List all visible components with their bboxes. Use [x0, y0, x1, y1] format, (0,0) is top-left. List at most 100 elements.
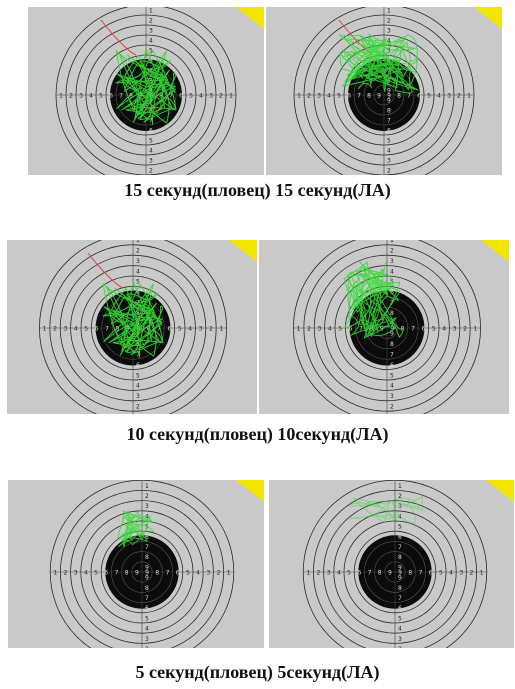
ring-number: 3	[387, 28, 391, 35]
ring-number: 5	[387, 138, 391, 145]
ring-number: 1	[473, 326, 477, 333]
ring-number: 6	[398, 605, 402, 612]
ring-number: 9	[388, 570, 392, 577]
target-image: 111122223333444455556666777788889999	[266, 7, 502, 175]
ring-number: 5	[149, 48, 153, 55]
ring-number: 2	[387, 168, 391, 175]
ring-number: 4	[196, 570, 200, 577]
ring-number: 5	[99, 93, 103, 100]
target-panel-5s-athlete: 111122223333444455556666777788889999	[269, 480, 514, 648]
ring-number: 5	[178, 326, 182, 333]
ring-number: 3	[145, 503, 149, 510]
ring-number: 4	[89, 93, 93, 100]
ring-number: 6	[167, 326, 171, 333]
ring-number: 5	[94, 570, 98, 577]
ring-number: 9	[390, 326, 394, 333]
corner-marker	[486, 480, 514, 502]
ring-number: 2	[307, 93, 311, 100]
ring-number: 4	[398, 513, 402, 520]
ring-number: 7	[419, 570, 423, 577]
ring-number: 1	[297, 326, 301, 333]
ring-number: 1	[53, 570, 57, 577]
ring-number: 7	[368, 570, 372, 577]
ring-number: 5	[398, 615, 402, 622]
corner-marker	[229, 240, 257, 262]
ring-number: 1	[219, 326, 223, 333]
ring-number: 3	[74, 570, 78, 577]
target-panel-10s-athlete: 111122223333444455556666777788889999	[259, 240, 509, 414]
ring-number: 2	[217, 570, 221, 577]
ring-number: 6	[347, 93, 351, 100]
ring-number: 5	[337, 93, 341, 100]
ring-number: 3	[149, 158, 153, 165]
ring-number: 5	[145, 615, 149, 622]
ring-number: 2	[470, 570, 474, 577]
ring-number: 5	[387, 48, 391, 55]
corner-marker	[236, 480, 264, 502]
ring-number: 6	[176, 570, 180, 577]
ring-number: 5	[84, 326, 88, 333]
ring-number: 4	[74, 326, 78, 333]
ring-number: 9	[390, 331, 394, 338]
aim-trace	[117, 509, 155, 548]
ring-number: 5	[427, 93, 431, 100]
ring-number: 1	[467, 93, 471, 100]
ring-number: 9	[387, 98, 391, 105]
ring-number: 7	[136, 352, 140, 359]
ring-number: 4	[390, 268, 394, 275]
ring-number: 6	[104, 570, 108, 577]
ring-number: 3	[136, 258, 140, 265]
ring-number: 7	[398, 544, 402, 551]
ring-number: 2	[69, 93, 73, 100]
ring-number: 7	[166, 570, 170, 577]
ring-number: 7	[145, 595, 149, 602]
ring-number: 2	[317, 570, 321, 577]
ring-number: 6	[417, 93, 421, 100]
ring-number: 1	[306, 570, 310, 577]
aim-trace	[343, 261, 404, 339]
ring-number: 8	[115, 326, 119, 333]
ring-number: 3	[199, 326, 203, 333]
ring-number: 3	[398, 636, 402, 643]
ring-number: 1	[149, 8, 153, 15]
ring-number: 1	[136, 240, 140, 244]
ring-number: 9	[136, 326, 140, 333]
ring-number: 7	[105, 326, 109, 333]
ring-number: 4	[337, 570, 341, 577]
ring-number: 4	[449, 570, 453, 577]
target-image: 111122223333444455556666777788889999	[8, 480, 264, 648]
ring-number: 5	[432, 326, 436, 333]
ring-number: 2	[145, 646, 149, 648]
aim-trace	[102, 281, 164, 358]
ring-number: 9	[398, 570, 402, 577]
ring-number: 5	[186, 570, 190, 577]
ring-number: 7	[387, 118, 391, 125]
ring-number: 3	[209, 93, 213, 100]
ring-number: 2	[398, 493, 402, 500]
ring-number: 5	[136, 279, 140, 286]
corner-marker	[481, 240, 509, 262]
ring-number: 5	[347, 570, 351, 577]
ring-number: 8	[155, 570, 159, 577]
ring-number: 4	[442, 326, 446, 333]
ring-number: 2	[136, 404, 140, 411]
ring-number: 4	[387, 148, 391, 155]
corner-marker	[236, 7, 264, 29]
ring-number: 8	[145, 554, 149, 561]
ring-number: 8	[369, 326, 373, 333]
ring-number: 7	[115, 570, 119, 577]
ring-number: 4	[398, 626, 402, 633]
ring-number: 3	[136, 393, 140, 400]
ring-number: 9	[135, 570, 139, 577]
ring-number: 2	[390, 404, 394, 411]
ring-number: 7	[157, 326, 161, 333]
ring-number: 3	[327, 570, 331, 577]
aim-trace	[115, 48, 177, 125]
ring-number: 8	[398, 585, 402, 592]
ring-number: 3	[145, 636, 149, 643]
ring-number: 8	[145, 585, 149, 592]
caption-10s: 10 секунд(пловец) 10секунд(ЛА)	[126, 424, 389, 444]
ring-number: 3	[387, 158, 391, 165]
ring-number: 2	[390, 248, 394, 255]
caption-5s: 5 секунд(пловец) 5секунд(ЛА)	[135, 662, 380, 682]
